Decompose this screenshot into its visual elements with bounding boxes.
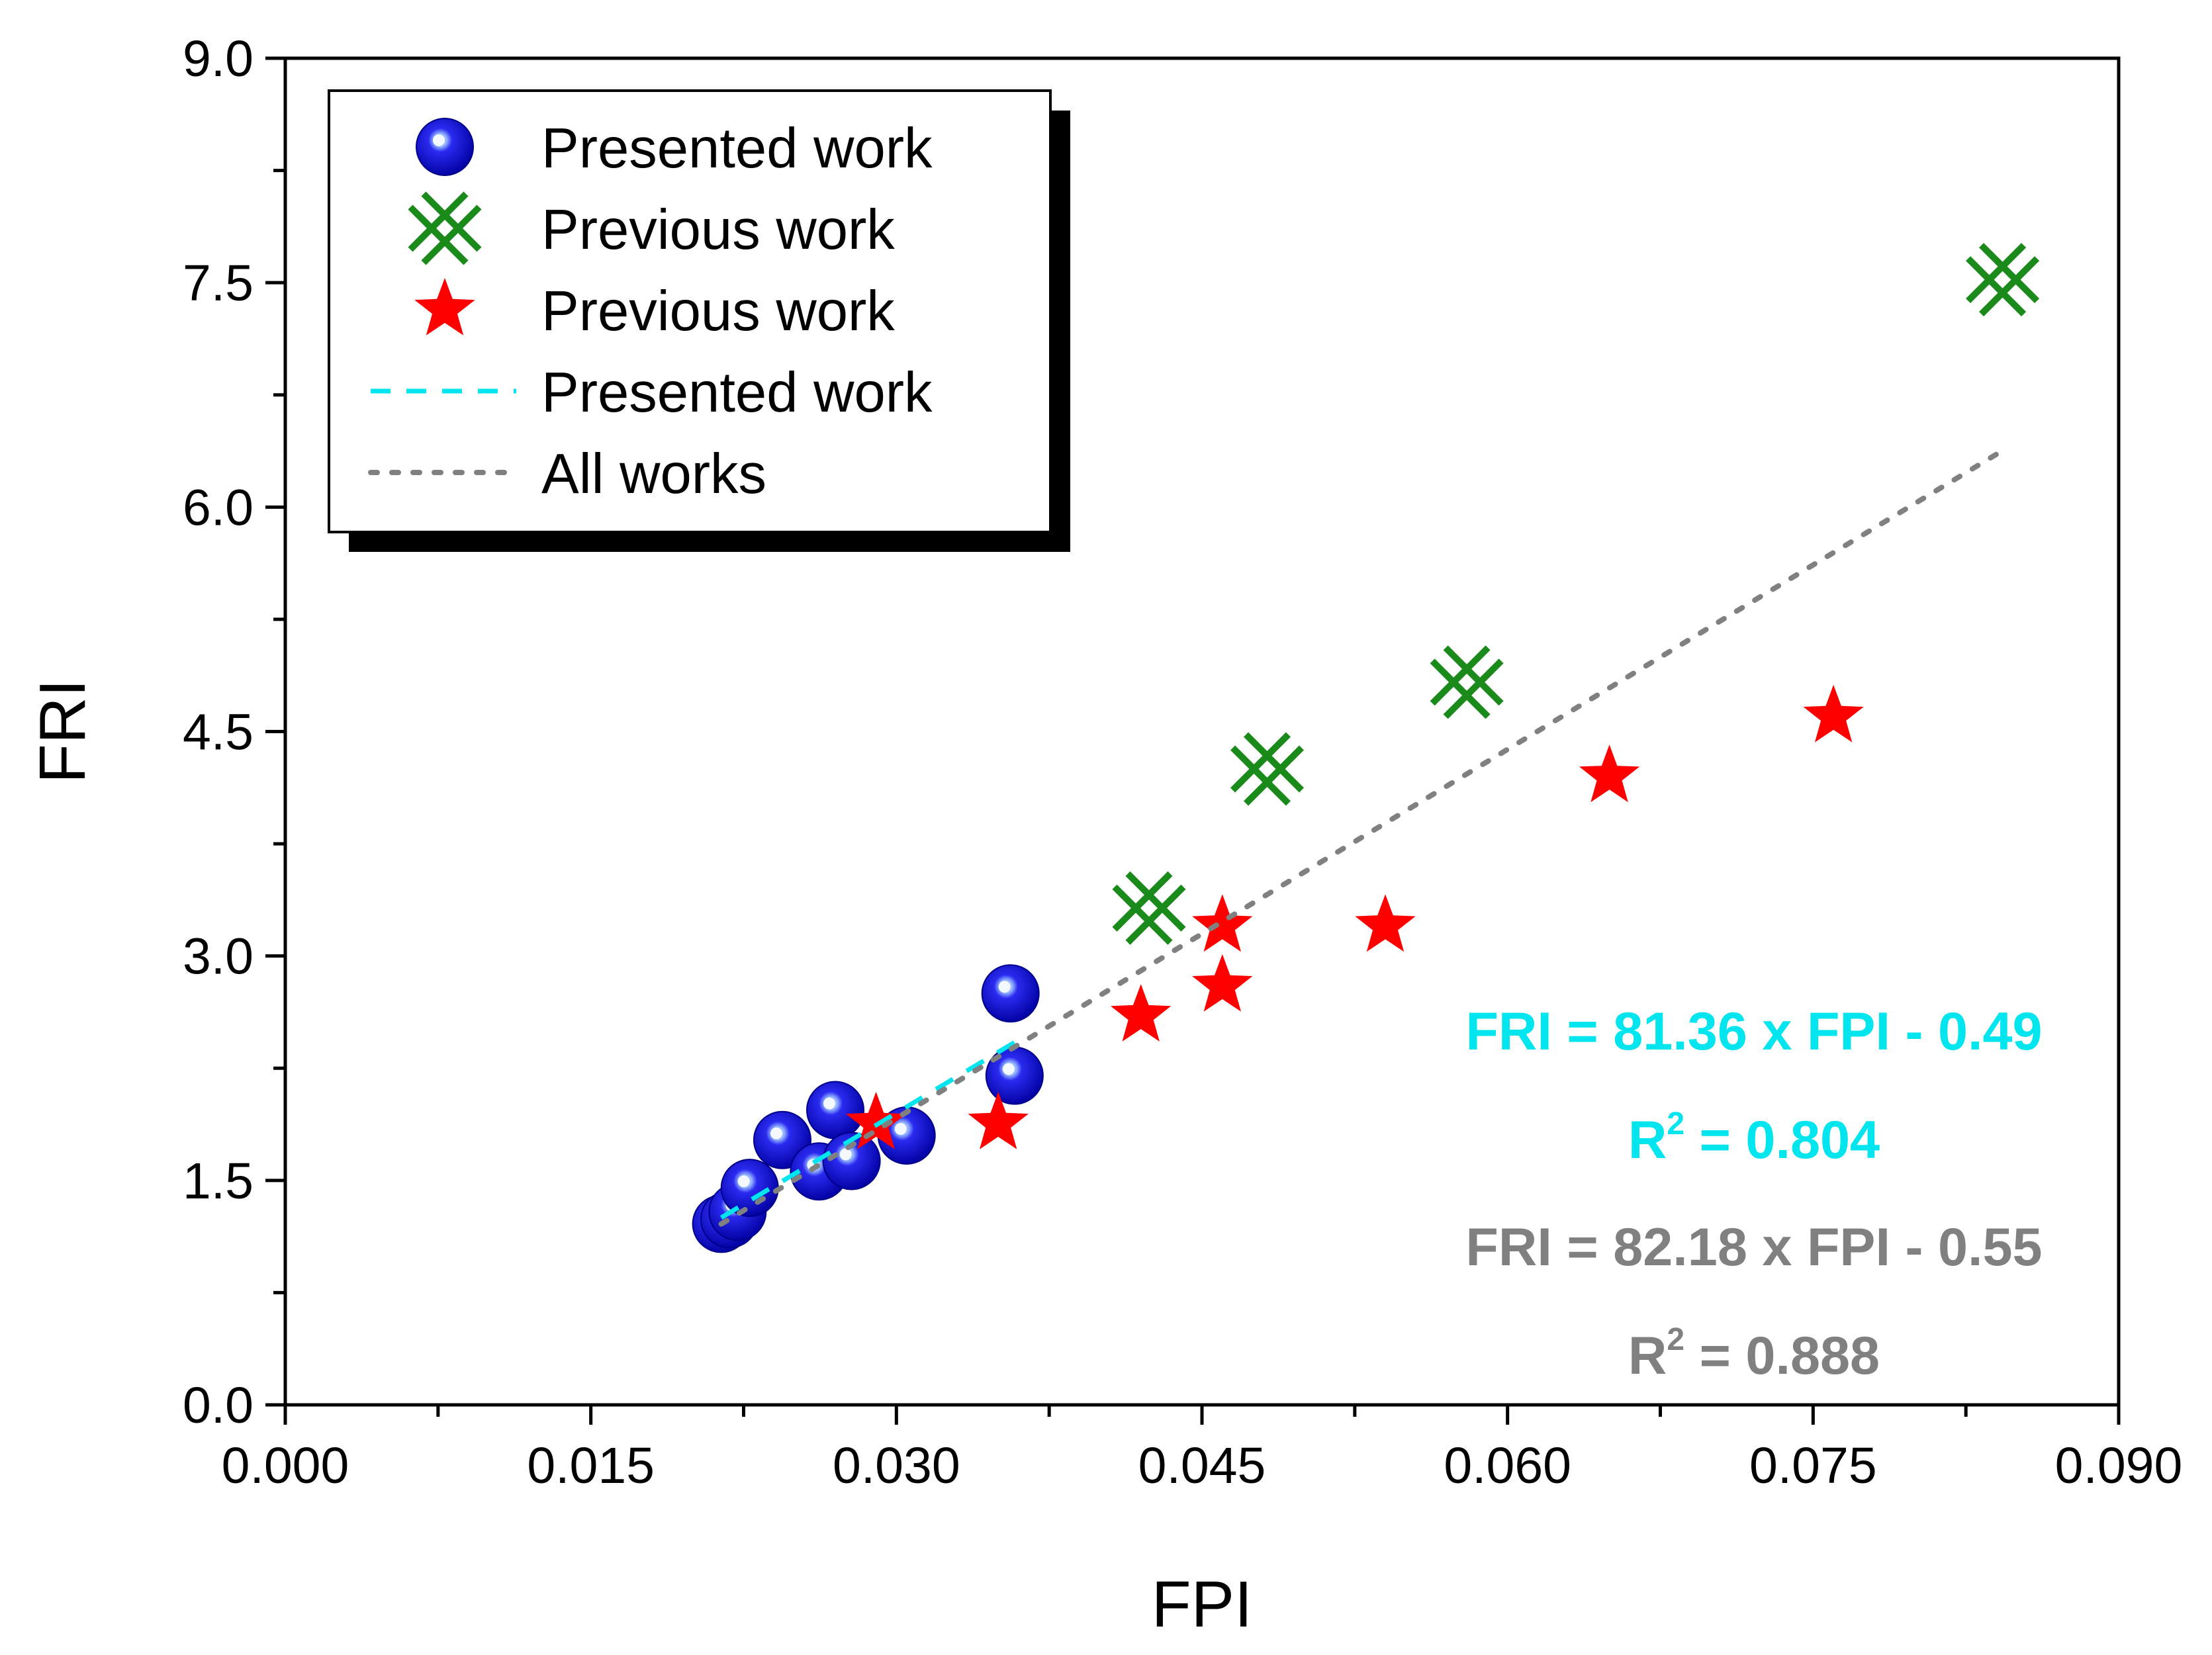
annotations: FRI = 81.36 x FPI - 0.49 R2 = 0.804 FRI … [1465, 1002, 2042, 1386]
point-star [1192, 894, 1253, 952]
legend-marker-sphere [416, 118, 474, 176]
x-tick-label: 0.075 [1749, 1437, 1877, 1494]
x-tick-label: 0.000 [222, 1437, 349, 1494]
x-tick-label: 0.060 [1444, 1437, 1571, 1494]
legend-label-presented-work: Presented work [541, 117, 933, 180]
y-tick-label: 3.0 [183, 928, 253, 985]
fit-lines [718, 447, 2005, 1227]
point-crossed-x [1112, 871, 1186, 945]
annotation-presented-equation: FRI = 81.36 x FPI - 0.49 [1465, 1002, 2042, 1061]
point-star [968, 1091, 1029, 1149]
legend: Presented work Previous work Previous wo… [328, 89, 1070, 552]
point-sphere [806, 1081, 864, 1140]
fit-line-dotted [718, 447, 2005, 1227]
legend-marker-star [414, 278, 475, 335]
legend-label-all-works: All works [541, 443, 766, 506]
x-tick-label: 0.045 [1138, 1437, 1266, 1494]
x-tick-label: 0.030 [833, 1437, 960, 1494]
x-axis-title: FPI [1152, 1568, 1252, 1640]
point-star [1111, 984, 1172, 1042]
y-tick-label: 6.0 [183, 479, 253, 536]
legend-marker-crossed-x [408, 191, 482, 265]
y-tick-label: 0.0 [183, 1377, 253, 1434]
point-sphere [720, 1159, 779, 1218]
annotation-presented-r2: R2 = 0.804 [1628, 1106, 1880, 1170]
point-star [1579, 744, 1640, 803]
x-tick-label: 0.015 [527, 1437, 655, 1494]
legend-label-previous-work-x: Previous work [541, 199, 895, 261]
point-star [1803, 684, 1864, 742]
point-sphere [981, 964, 1040, 1023]
legend-label-presented-work-fit: Presented work [541, 361, 933, 424]
x-tick-label: 0.090 [2055, 1437, 2183, 1494]
y-tick-label: 9.0 [183, 30, 253, 87]
annotation-all-r2: R2 = 0.888 [1628, 1322, 1880, 1386]
point-sphere [985, 1046, 1044, 1105]
point-star [1192, 954, 1253, 1012]
annotation-all-equation: FRI = 82.18 x FPI - 0.55 [1465, 1218, 2042, 1277]
y-tick-label: 7.5 [183, 255, 253, 312]
legend-label-previous-work-star: Previous work [541, 280, 895, 343]
axis-ticks: 0.000 0.015 0.030 0.045 0.060 0.075 0.090 0.0 1.… [183, 30, 2182, 1494]
point-crossed-x [1430, 645, 1504, 719]
y-axis-title: FRI [26, 679, 99, 783]
y-tick-label: 1.5 [183, 1153, 253, 1210]
point-crossed-x [1230, 732, 1305, 806]
point-crossed-x [1966, 243, 2040, 317]
point-star [845, 1091, 907, 1149]
point-star [1355, 894, 1416, 952]
y-tick-label: 4.5 [183, 704, 253, 761]
point-sphere [822, 1132, 881, 1190]
